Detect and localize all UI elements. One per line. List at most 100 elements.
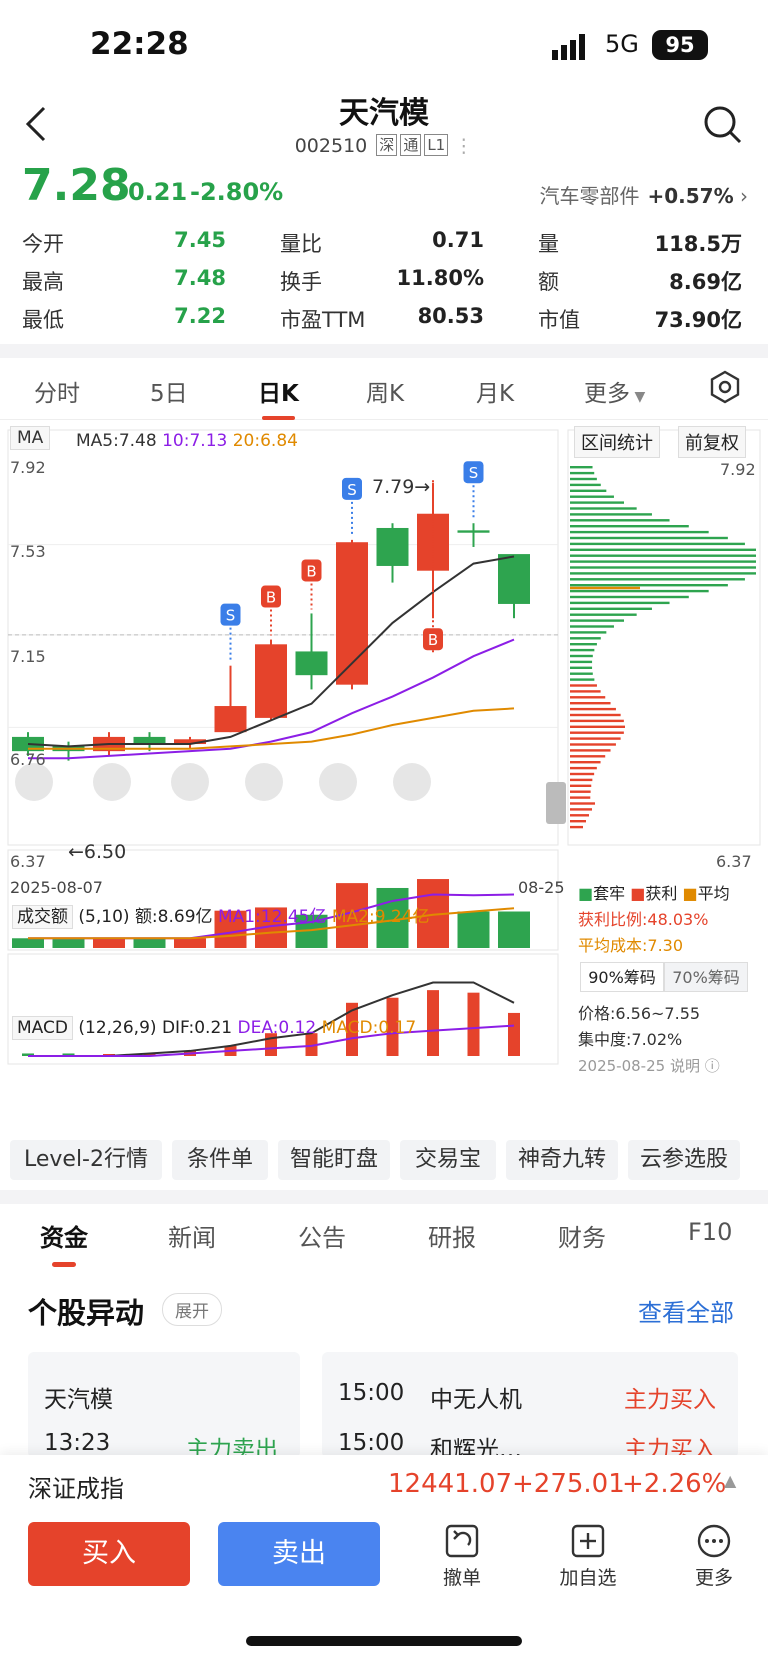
price-row: 7.28 -0.21 -2.80% 汽车零部件 +0.57% › (0, 160, 768, 212)
chip-bar (570, 820, 586, 823)
chip-bar (570, 625, 614, 628)
high-price-label: 7.79→ (372, 476, 431, 498)
quote-value: 8.69亿 (669, 270, 742, 294)
tab-capital[interactable]: 资金 (40, 1218, 88, 1267)
anomaly-stock-name: 天汽模 (44, 1387, 113, 1413)
chip-bar (570, 737, 621, 740)
chip-bar (570, 477, 597, 481)
search-icon[interactable] (700, 102, 744, 146)
chip-bar (570, 631, 607, 634)
volume-bar (457, 911, 490, 948)
pill-level2[interactable]: Level-2行情 (10, 1140, 162, 1180)
chip-bar (570, 601, 670, 605)
vol-params: (5,10) (78, 907, 130, 927)
pill-nine-turns[interactable]: 神奇九转 (506, 1140, 618, 1180)
pill-condition-order[interactable]: 条件单 (172, 1140, 268, 1180)
anomaly-stock-name: 中无人机 (430, 1387, 522, 1413)
chip-90-button[interactable]: 90%筹码 (580, 962, 664, 992)
tab-announcements[interactable]: 公告 (298, 1224, 346, 1252)
tab-more[interactable]: 更多 ▼ (584, 374, 645, 408)
ma-selector[interactable]: MA (10, 426, 51, 450)
macd-legend: MACD (12,26,9) DIF:0.21 DEA:0.12 MACD:0.… (12, 1016, 416, 1040)
expand-button[interactable]: 展开 (162, 1293, 222, 1326)
chip-bar (570, 802, 595, 805)
cancel-order-action[interactable]: 撤单 (422, 1523, 502, 1590)
candle-body (336, 542, 368, 685)
kline-chart[interactable]: S B B S B S (0, 420, 768, 1130)
bottom-bar: 深证成指 12441.07 +275.01 +2.26% ▲ 买入 卖出 撤单 … (0, 1455, 768, 1662)
sector-link[interactable]: 汽车零部件 +0.57% › (539, 180, 748, 209)
legend-average: 平均 (697, 884, 730, 903)
tab-daily-k[interactable]: 日K (258, 374, 299, 420)
ma-label: MA (10, 426, 51, 450)
tab-monthly-k[interactable]: 月K (476, 381, 515, 407)
anomaly-card-left[interactable] (28, 1352, 300, 1458)
quote-label: 市值 (538, 308, 580, 332)
tab-research[interactable]: 研报 (428, 1224, 476, 1252)
quote-value: 11.80% (396, 266, 484, 290)
tab-more-label: 更多 (584, 381, 630, 407)
volume-bar (133, 938, 166, 948)
chip-top-price: 7.92 (720, 460, 756, 479)
candle-body (376, 527, 409, 566)
volume-pane-frame (7, 849, 559, 951)
pill-smart-watch[interactable]: 智能盯盘 (278, 1140, 390, 1180)
volume-bar (174, 938, 206, 948)
tab-weekly-k[interactable]: 周K (366, 381, 405, 407)
back-icon[interactable] (22, 104, 52, 144)
chip-bar (570, 761, 601, 764)
quote-value: 7.48 (174, 266, 226, 290)
pill-cloud-pick[interactable]: 云参选股 (628, 1140, 740, 1180)
tag-tong: 通 (400, 134, 422, 156)
stock-header: 天汽模 002510 深通 L1 ⋮ (0, 86, 768, 162)
quote-label: 今开 (22, 232, 64, 256)
macd-bar (346, 1002, 358, 1056)
chip-bar (570, 466, 593, 469)
volume-selector[interactable]: 成交额 (12, 905, 73, 929)
signal-badge (301, 559, 322, 582)
range-stats-button[interactable]: 区间统计 (574, 426, 660, 458)
tab-finance[interactable]: 财务 (558, 1224, 606, 1252)
caret-down-icon: ▼ (630, 389, 646, 405)
volume-bar (93, 937, 125, 948)
anomaly-action: 主力买入 (624, 1387, 716, 1413)
chip-bar (570, 666, 593, 669)
candle-body (457, 530, 490, 533)
dea-line (28, 1024, 515, 1057)
candle-body (174, 739, 206, 745)
tab-news[interactable]: 新闻 (168, 1224, 216, 1252)
see-all-link[interactable]: 查看全部 (638, 1299, 734, 1327)
add-watchlist-action[interactable]: 加自选 (548, 1523, 628, 1590)
chip-bar (570, 584, 728, 587)
chip-bar (570, 595, 689, 599)
signal-badge (423, 628, 443, 651)
macd-selector[interactable]: MACD (12, 1016, 73, 1040)
tab-f10[interactable]: F10 (688, 1218, 733, 1246)
sell-button[interactable]: 卖出 (218, 1522, 380, 1586)
caret-up-icon[interactable]: ▲ (724, 1471, 737, 1490)
chip-bar (570, 743, 616, 746)
quote-value: 118.5万 (654, 232, 742, 256)
macd-bar (62, 1053, 75, 1056)
chip-bar (570, 808, 592, 811)
chip-legend: ■套牢 ■获利 ■平均 (578, 884, 730, 903)
tab-5day[interactable]: 5日 (150, 381, 188, 407)
adjust-button[interactable]: 前复权 (678, 426, 746, 458)
signal-label: B (266, 589, 276, 607)
date-start: 2025-08-07 (10, 878, 103, 897)
more-dots-icon[interactable]: ⋮ (454, 135, 474, 157)
next-icon (319, 763, 357, 801)
macd-bar (22, 1053, 34, 1056)
buy-button[interactable]: 买入 (28, 1522, 190, 1586)
signal-label: S (347, 481, 357, 499)
settings-hex-icon[interactable] (708, 370, 742, 404)
pill-trade-treasure[interactable]: 交易宝 (400, 1140, 496, 1180)
more-action[interactable]: 更多 (674, 1523, 754, 1590)
help-icon[interactable]: ⓘ (704, 1057, 720, 1075)
anomaly-card-right[interactable] (322, 1352, 738, 1458)
chip-bar (570, 784, 592, 787)
index-name[interactable]: 深证成指 (28, 1475, 124, 1503)
chip-bar (570, 471, 595, 475)
chip-70-button[interactable]: 70%筹码 (664, 962, 748, 992)
tab-fenshi[interactable]: 分时 (34, 381, 80, 407)
